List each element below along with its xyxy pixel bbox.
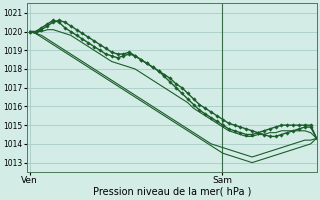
X-axis label: Pression niveau de la mer( hPa ): Pression niveau de la mer( hPa ) bbox=[92, 187, 251, 197]
